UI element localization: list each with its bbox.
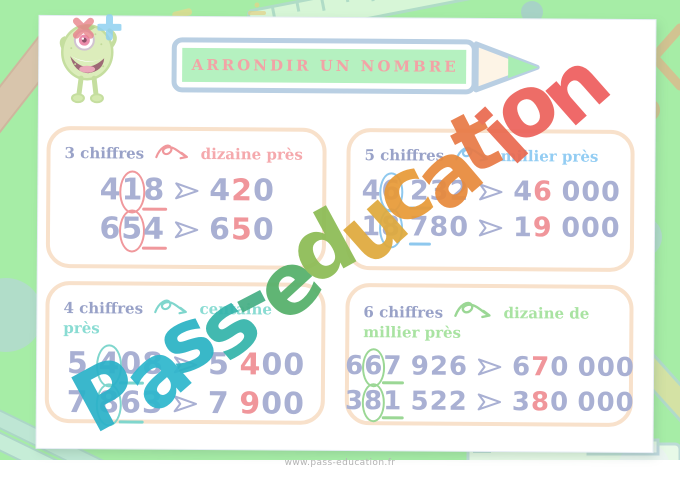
loop-arrow-icon bbox=[454, 301, 491, 319]
result-arrow-icon bbox=[175, 182, 199, 200]
result-number: 380 000 bbox=[511, 386, 635, 418]
result-number: 650 bbox=[208, 212, 275, 248]
source-number: 18 780 bbox=[361, 211, 470, 243]
example-row: 5 408 5 400 bbox=[66, 345, 306, 383]
worksheet-page: ARRONDIR UN NOMBRE 3 chiffres dizaine pr… bbox=[36, 14, 656, 453]
rule-box-header: 6 chiffres dizaine de millier près bbox=[363, 297, 617, 344]
example-row: 46 232 46 000 bbox=[361, 175, 622, 208]
loop-arrow-icon bbox=[155, 144, 188, 160]
rule-box-header: 5 chiffres millier près bbox=[364, 142, 618, 168]
example-row: 18 780 19 000 bbox=[361, 211, 621, 244]
result-arrow-icon bbox=[477, 393, 502, 411]
examples: 5 408 5 400 7 863 7 900 bbox=[63, 345, 309, 422]
rule-box-4-chiffres: 4 chiffres centaine près 5 408 5 400 7 863… bbox=[44, 280, 326, 425]
loop-arrow-icon bbox=[455, 146, 488, 162]
result-arrow-icon bbox=[173, 356, 198, 374]
rule-box-header: 3 chiffres dizaine près bbox=[64, 140, 310, 166]
loop-arrow-icon bbox=[154, 299, 187, 315]
digit-count-label: 4 chiffres bbox=[63, 299, 144, 318]
examples: 418 420 654 650 bbox=[64, 172, 310, 248]
example-row: 654 650 bbox=[99, 211, 275, 248]
rule-box-3-chiffres: 3 chiffres dizaine près 418 420 654 650 bbox=[45, 125, 327, 270]
result-number: 46 000 bbox=[513, 176, 622, 208]
source-number: 667 926 bbox=[345, 350, 469, 382]
result-number: 7 900 bbox=[207, 385, 306, 422]
result-arrow-icon bbox=[478, 218, 503, 236]
footer-url: www.pass-education.fr bbox=[284, 458, 396, 468]
result-arrow-icon bbox=[174, 221, 199, 239]
source-number: 7 863 bbox=[66, 384, 164, 421]
rule-box-header: 4 chiffres centaine près bbox=[63, 295, 309, 339]
example-row: 418 420 bbox=[99, 172, 276, 209]
result-number: 5 400 bbox=[207, 346, 306, 383]
example-row: 667 926 670 000 bbox=[345, 350, 636, 383]
source-number: 654 bbox=[99, 211, 166, 247]
source-number: 5 408 bbox=[66, 345, 165, 382]
result-arrow-icon bbox=[479, 182, 503, 200]
rounding-target-label: dizaine près bbox=[200, 144, 303, 164]
rule-box-5-chiffres: 5 chiffres millier près 46 232 46 000 18 7… bbox=[345, 128, 635, 273]
source-number: 381 522 bbox=[344, 385, 468, 417]
result-arrow-icon bbox=[477, 358, 502, 376]
digit-count-label: 5 chiffres bbox=[364, 146, 445, 165]
example-row: 7 863 7 900 bbox=[66, 384, 306, 422]
result-arrow-icon bbox=[173, 395, 198, 413]
examples: 667 926 670 000 381 522 380 000 bbox=[345, 351, 635, 418]
digit-count-label: 3 chiffres bbox=[64, 144, 145, 163]
result-number: 19 000 bbox=[512, 212, 621, 244]
dot-icon bbox=[521, 1, 543, 23]
multiply-icon bbox=[72, 17, 94, 39]
source-number: 418 bbox=[99, 172, 166, 208]
rounding-target-label: millier près bbox=[500, 147, 599, 166]
rule-box-6-chiffres: 6 chiffres dizaine de millier près 667 9… bbox=[344, 282, 635, 428]
digit-count-label: 6 chiffres bbox=[363, 303, 444, 322]
example-row: 381 522 380 000 bbox=[344, 385, 635, 418]
examples: 46 232 46 000 18 780 19 000 bbox=[361, 175, 622, 244]
pencil-banner-icon bbox=[171, 37, 540, 95]
page-title: ARRONDIR UN NOMBRE bbox=[191, 55, 459, 76]
dot-icon bbox=[0, 278, 43, 352]
source-number: 46 232 bbox=[361, 175, 470, 207]
result-number: 670 000 bbox=[511, 351, 636, 383]
title-banner: ARRONDIR UN NOMBRE bbox=[171, 37, 543, 96]
result-number: 420 bbox=[209, 173, 276, 209]
plus-icon bbox=[97, 14, 122, 41]
